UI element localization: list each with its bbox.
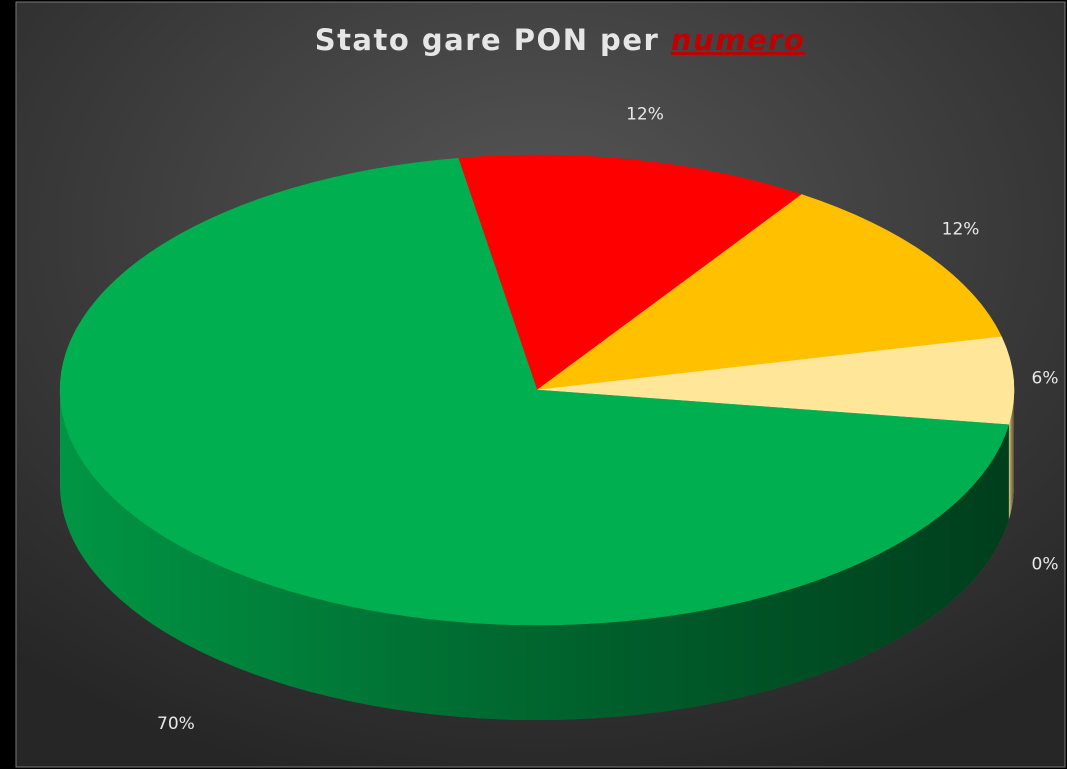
pie-slice — [536, 336, 1015, 425]
data-label: 0% — [1032, 555, 1059, 575]
pie-slice — [536, 194, 1002, 391]
chart-title: Stato gare PON per numero — [315, 23, 806, 57]
pie-side-shade — [60, 390, 1009, 720]
title-emphasis: numero — [671, 23, 805, 57]
data-label: 6% — [1032, 369, 1059, 389]
pie-slice — [59, 157, 1010, 626]
title-main: Stato gare PON per — [315, 23, 660, 57]
pie-slice — [457, 154, 803, 391]
pie-side-shade — [1008, 390, 1014, 520]
data-label: 70% — [157, 714, 195, 734]
data-label: 12% — [942, 219, 980, 239]
data-label: 12% — [626, 104, 664, 124]
